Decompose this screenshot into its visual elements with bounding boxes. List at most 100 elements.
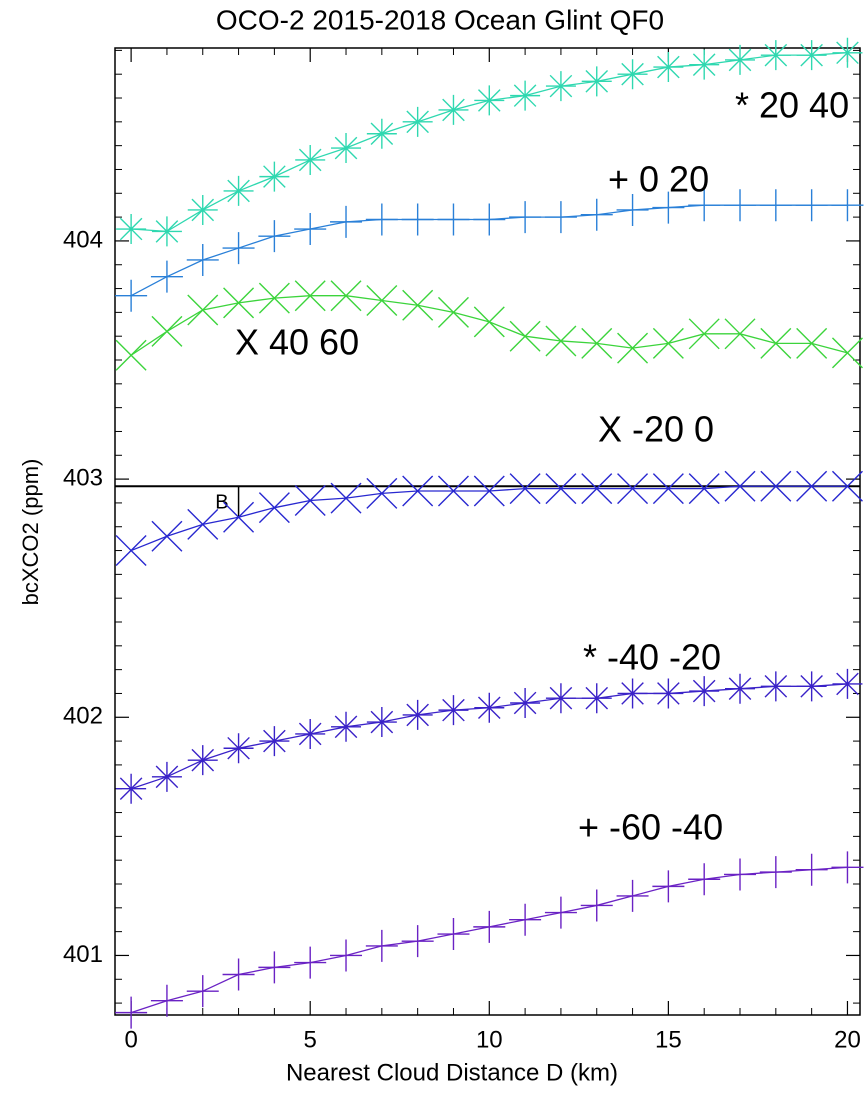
marker-stroke — [725, 673, 756, 704]
marker-stroke — [831, 189, 864, 222]
marker — [581, 327, 613, 359]
marker — [259, 161, 290, 192]
marker — [438, 695, 469, 726]
marker-stroke — [402, 106, 433, 137]
marker-stroke — [653, 678, 684, 709]
marker-stroke — [688, 189, 721, 222]
x-tick-label: 0 — [124, 1026, 137, 1053]
marker-stroke — [510, 687, 541, 718]
y-axis-label: bcXCO2 (ppm) — [18, 459, 43, 606]
marker — [294, 280, 326, 312]
marker-stroke — [187, 508, 219, 540]
marker — [831, 189, 864, 222]
marker — [759, 189, 792, 222]
marker-stroke — [617, 678, 648, 709]
marker-stroke — [689, 676, 720, 707]
marker-stroke — [438, 94, 469, 125]
marker-stroke — [795, 189, 828, 222]
marker-stroke — [401, 203, 434, 236]
marker — [652, 473, 684, 505]
marker-stroke — [365, 929, 398, 962]
marker-stroke — [258, 220, 291, 253]
marker — [581, 473, 613, 505]
marker-stroke — [545, 473, 577, 505]
marker — [652, 870, 685, 903]
marker-stroke — [724, 470, 756, 502]
marker — [474, 692, 505, 723]
marker — [510, 687, 541, 718]
marker — [187, 745, 218, 776]
marker-stroke — [580, 198, 613, 231]
marker — [473, 203, 506, 236]
marker — [150, 260, 183, 293]
marker — [725, 673, 756, 704]
marker-stroke — [473, 306, 505, 338]
marker — [258, 951, 291, 984]
marker — [831, 470, 863, 502]
marker — [186, 975, 219, 1008]
marker — [366, 707, 397, 738]
marker — [151, 520, 183, 552]
marker-stroke — [365, 203, 398, 236]
marker — [437, 918, 470, 951]
marker-stroke — [437, 203, 470, 236]
y-tick-label: 402 — [63, 703, 103, 730]
marker-stroke — [831, 470, 863, 502]
marker-stroke — [116, 214, 147, 245]
marker — [116, 214, 147, 245]
series-label: X 40 60 — [235, 322, 359, 363]
marker — [509, 473, 541, 505]
marker — [402, 106, 433, 137]
marker-stroke — [402, 475, 434, 507]
marker — [795, 189, 828, 222]
marker — [544, 896, 577, 929]
marker — [617, 678, 648, 709]
marker-stroke — [760, 40, 791, 71]
marker — [616, 879, 649, 912]
plot-frame — [114, 47, 861, 1016]
marker — [365, 203, 398, 236]
marker — [616, 193, 649, 226]
annotation: B — [215, 492, 228, 514]
marker — [365, 929, 398, 962]
marker-stroke — [437, 918, 470, 951]
marker — [725, 44, 756, 75]
marker-stroke — [509, 473, 541, 505]
marker — [832, 37, 863, 68]
marker-stroke — [831, 337, 863, 369]
marker-stroke — [222, 958, 255, 991]
marker-stroke — [689, 49, 720, 80]
marker — [115, 996, 148, 1029]
marker-stroke — [652, 870, 685, 903]
marker-stroke — [115, 339, 147, 371]
marker — [438, 94, 469, 125]
marker — [401, 203, 434, 236]
marker-stroke — [187, 294, 219, 326]
marker — [724, 189, 757, 222]
marker — [759, 856, 792, 889]
marker — [617, 332, 649, 364]
marker — [688, 189, 721, 222]
marker-stroke — [760, 671, 791, 702]
marker-stroke — [617, 332, 649, 364]
marker-stroke — [510, 80, 541, 111]
marker — [330, 205, 363, 238]
marker-stroke — [831, 851, 864, 884]
marker-stroke — [545, 71, 576, 102]
marker-stroke — [725, 44, 756, 75]
marker — [653, 52, 684, 83]
marker — [223, 175, 254, 206]
marker-stroke — [688, 318, 720, 350]
marker-stroke — [473, 203, 506, 236]
marker — [724, 470, 756, 502]
marker — [115, 535, 147, 567]
marker-stroke — [151, 520, 183, 552]
marker-stroke — [401, 925, 434, 958]
marker — [330, 482, 362, 514]
marker — [796, 470, 828, 502]
marker — [115, 279, 148, 312]
marker-stroke — [473, 910, 506, 943]
marker — [366, 477, 398, 509]
marker — [258, 282, 290, 314]
marker — [437, 475, 469, 507]
